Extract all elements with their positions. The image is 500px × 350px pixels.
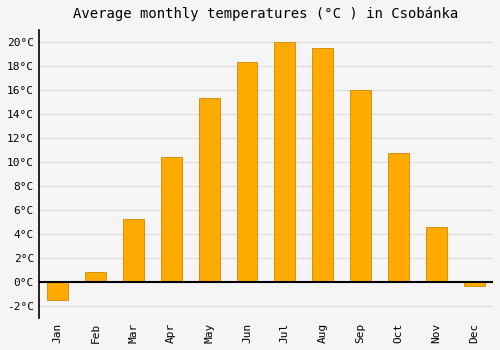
Bar	[198, 98, 220, 282]
Bar	[312, 48, 333, 282]
Bar	[426, 226, 446, 282]
Bar	[48, 282, 68, 300]
Bar	[236, 62, 258, 282]
Bar	[350, 90, 371, 282]
Bar	[161, 157, 182, 282]
Bar	[464, 282, 484, 286]
Title: Average monthly temperatures (°C ) in Csobánka: Average monthly temperatures (°C ) in Cs…	[74, 7, 458, 21]
Bar	[388, 153, 409, 282]
Bar	[123, 219, 144, 282]
Bar	[274, 42, 295, 282]
Bar	[85, 272, 106, 282]
